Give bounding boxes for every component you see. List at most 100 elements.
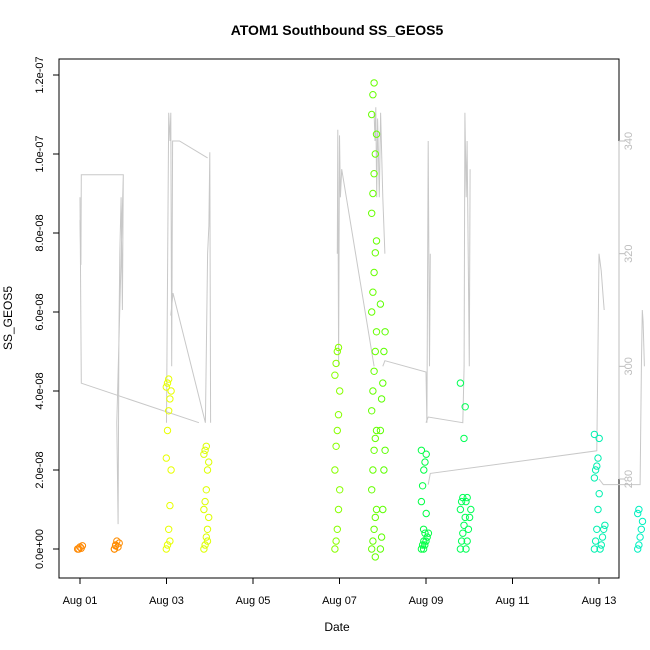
data-point (370, 170, 378, 178)
x-axis-label: Date (324, 620, 350, 634)
x-tick-label: Aug 13 (582, 595, 617, 607)
data-point (421, 541, 429, 549)
data-point (368, 110, 376, 119)
data-point (334, 343, 343, 352)
secondary-line-segment (166, 112, 208, 423)
data-point (459, 529, 467, 537)
data-point (371, 513, 379, 522)
data-point (369, 387, 377, 395)
data-point (372, 426, 381, 435)
secondary-y-axis: 280 300 320 340 (618, 132, 635, 488)
data-point (331, 371, 339, 379)
data-point (376, 426, 385, 435)
y-tick-label: 4.0e-08 (34, 372, 46, 409)
y2-tick-label: 300 (623, 357, 635, 375)
data-point (377, 533, 386, 541)
data-point (462, 497, 470, 506)
data-point (423, 533, 431, 541)
data-point (167, 466, 175, 474)
data-point (417, 446, 426, 454)
data-point (372, 130, 381, 138)
x-tick-label: Aug 03 (149, 595, 184, 607)
data-point (201, 541, 209, 549)
y-tick-label: 0.0e+00 (34, 529, 46, 569)
y-tick-label: 2.0e-08 (34, 451, 46, 488)
data-point (111, 542, 120, 550)
data-point (205, 458, 213, 466)
data-point (635, 505, 643, 514)
data-point (424, 529, 433, 537)
data-point (422, 509, 430, 518)
data-point (203, 525, 212, 533)
y-tick-label: 1.0e-07 (34, 135, 46, 172)
data-point (163, 426, 172, 435)
data-point (463, 493, 471, 502)
data-point (594, 505, 602, 514)
data-point (369, 537, 377, 545)
data-point (370, 79, 378, 87)
secondary-line-segment (79, 174, 124, 525)
data-point (371, 249, 379, 257)
data-point (598, 533, 607, 541)
data-point (369, 189, 377, 198)
data-point (456, 505, 465, 514)
data-point (370, 525, 378, 533)
data-point (591, 466, 600, 474)
data-point (370, 367, 378, 375)
data-point (594, 454, 602, 462)
secondary-line-segment (170, 152, 212, 423)
data-point (422, 537, 430, 545)
data-point (200, 450, 208, 458)
data-point (372, 505, 381, 514)
data-point (457, 537, 466, 545)
data-point (422, 450, 430, 458)
data-point (591, 537, 600, 545)
data-point (162, 383, 171, 391)
data-point (638, 517, 647, 526)
data-point (165, 525, 173, 533)
data-point (381, 446, 389, 454)
data-point (200, 505, 208, 514)
data-point (369, 288, 377, 296)
data-point (163, 379, 172, 387)
data-point (596, 545, 604, 553)
data-point (370, 268, 378, 277)
secondary-line (79, 107, 645, 525)
data-point (332, 442, 340, 450)
data-point (456, 379, 465, 387)
data-point (110, 545, 119, 553)
data-point (167, 387, 175, 395)
data-point (635, 541, 643, 549)
data-point (368, 209, 376, 218)
x-axis: Aug 01 Aug 03 Aug 05 Aug 07 Aug 09 Aug 11 Aug … (63, 577, 617, 607)
data-point (457, 497, 466, 506)
data-point (368, 486, 376, 494)
data-point (419, 525, 428, 533)
chart-title: ATOM1 Southbound SS_GEOS5 (231, 22, 444, 38)
x-tick-label: Aug 05 (236, 595, 271, 607)
data-point (461, 513, 469, 522)
data-point (590, 430, 599, 439)
data-point (334, 505, 343, 514)
y-tick-label: 1.2e-07 (34, 56, 46, 93)
x-tick-label: Aug 09 (409, 595, 444, 607)
data-point (593, 525, 601, 533)
x-tick-label: Aug 11 (495, 595, 529, 607)
data-point (333, 426, 341, 435)
data-point (463, 537, 471, 545)
data-point (597, 541, 605, 549)
data-point (376, 300, 385, 308)
data-point (462, 545, 470, 553)
data-point (369, 466, 377, 474)
data-point (78, 542, 87, 550)
data-point (460, 434, 468, 443)
data-point (371, 347, 379, 356)
data-point (419, 545, 428, 553)
data-point (380, 347, 388, 356)
data-point (380, 466, 388, 474)
data-point (456, 545, 465, 553)
data-point (331, 466, 339, 474)
data-point (166, 395, 174, 403)
data-point (165, 375, 173, 383)
data-point (467, 505, 475, 514)
